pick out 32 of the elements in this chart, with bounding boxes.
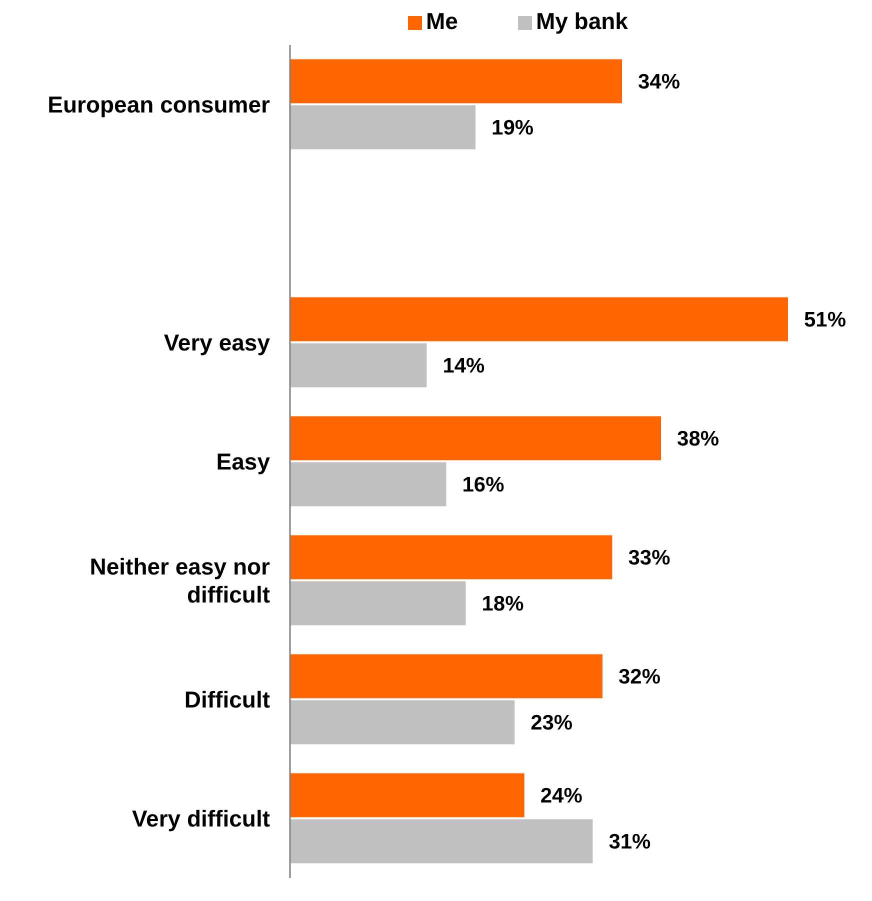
y-tick-label: Difficult (184, 686, 270, 712)
data-label: 33% (628, 546, 671, 570)
bar (290, 343, 427, 388)
data-label: 24% (540, 784, 583, 808)
data-label: 38% (677, 428, 720, 451)
data-label: 32% (618, 666, 661, 689)
bar (290, 819, 593, 864)
data-label: 14% (442, 354, 486, 378)
data-label: 51% (804, 308, 846, 332)
y-tick-label: European consumer (48, 92, 270, 118)
data-label: 16% (462, 474, 505, 497)
y-tick-label: Neither easy nor difficult (90, 554, 270, 608)
data-label: 34% (638, 70, 680, 94)
bar (290, 297, 788, 342)
data-label: 31% (608, 830, 652, 854)
bar (290, 105, 476, 150)
bar (290, 462, 446, 506)
bar (290, 700, 515, 744)
bar (290, 581, 466, 626)
data-label: 18% (482, 592, 524, 616)
data-label: 19% (492, 116, 534, 140)
bar (290, 535, 612, 580)
bar (290, 59, 622, 104)
y-tick-label: Very difficult (132, 806, 270, 832)
data-label: 23% (530, 712, 573, 735)
legend-label: Me (426, 8, 458, 34)
y-tick-label: Easy (216, 448, 270, 474)
y-tick-label: Very easy (164, 330, 270, 356)
legend-label: My bank (536, 8, 628, 34)
bar (290, 654, 602, 698)
bar (290, 416, 662, 460)
bar (290, 773, 524, 818)
